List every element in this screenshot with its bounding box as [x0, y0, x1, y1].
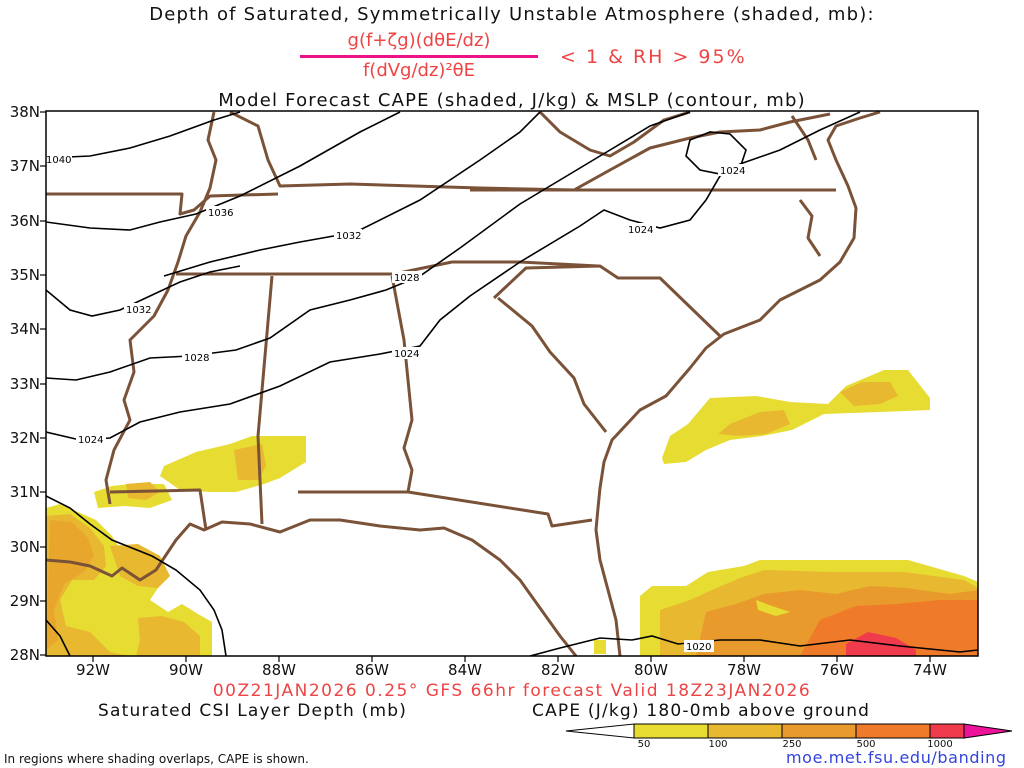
- cape-gap-bahamas: [756, 600, 790, 616]
- cape-region-atlantic-sc-core: [718, 410, 790, 436]
- lat-label-30n: 30N: [9, 538, 40, 556]
- title-line-1: Depth of Saturated, Symmetrically Unstab…: [149, 4, 875, 25]
- lat-label-35n: 35N: [9, 266, 40, 284]
- cape-region-atlantic-sc-core-2: [840, 382, 898, 406]
- lat-label-33n: 33N: [9, 375, 40, 393]
- isobar-1036: [46, 111, 401, 231]
- cape-label: CAPE (J/kg) 180-0mb above ground: [532, 701, 871, 721]
- isobar-label-1024-b: 1024: [628, 225, 653, 236]
- lat-label-38n: 38N: [9, 103, 40, 121]
- lon-label-84w: 84W: [448, 661, 482, 679]
- colorbar-tick-50: 50: [637, 739, 651, 750]
- title-line-3: Model Forecast CAPE (shaded, J/kg) & MSL…: [218, 90, 806, 111]
- lat-label-36n: 36N: [9, 212, 40, 230]
- tennessee-south-border: [176, 260, 599, 276]
- colorbar-bin-50: [633, 723, 709, 739]
- isobar-label-1028-a: 1028: [394, 273, 419, 284]
- csi-criterion-fraction: g(f+ζg)(dθE/dz) f(dVg/dz)²θE: [300, 30, 538, 81]
- colorbar-bin-500: [855, 723, 931, 739]
- isobar-label-1028-b: 1028: [184, 353, 209, 364]
- lon-label-90w: 90W: [169, 661, 203, 679]
- colorbar-tick-250: 250: [782, 739, 802, 750]
- lat-label-37n: 37N: [9, 157, 40, 175]
- colorbar-tip-left: [565, 723, 635, 739]
- isobar-label-1024-d: 1024: [78, 435, 103, 446]
- colorbar-tick-500: 500: [856, 739, 876, 750]
- colorbar-tick-1000: 1000: [927, 739, 953, 750]
- chesapeake: [790, 115, 822, 257]
- cape-region-gulf-south: [136, 616, 200, 656]
- fraction-numerator: g(f+ζg)(dθE/dz): [347, 30, 491, 51]
- csi-condition: < 1 & RH > 95%: [560, 46, 747, 68]
- georgia-florida-border: [407, 490, 593, 528]
- source-url-link[interactable]: moe.met.fsu.edu/banding: [786, 748, 1007, 767]
- nc-sc-border: [492, 264, 722, 338]
- kentucky-ohio-border: [229, 111, 575, 192]
- colorbar-tip-right: [963, 723, 1013, 739]
- lat-label-32n: 32N: [9, 429, 40, 447]
- isobar-1024-upper: [46, 111, 861, 441]
- georgia-sc-border: [497, 296, 608, 433]
- isobar-1020-bottom: [46, 619, 71, 656]
- lon-label-74w: 74W: [913, 661, 947, 679]
- overlap-note: In regions where shading overlaps, CAPE …: [4, 752, 309, 766]
- state-borders: [46, 111, 881, 656]
- lon-label-82w: 82W: [541, 661, 575, 679]
- forecast-valid-line: 00Z21JAN2026 0.25° GFS 66hr forecast Val…: [212, 681, 812, 701]
- csi-layer-label: Saturated CSI Layer Depth (mb): [98, 701, 408, 721]
- mslp-contours: [46, 111, 978, 656]
- fraction-bar: [300, 55, 538, 58]
- axis-ticks: [40, 111, 931, 662]
- fraction-denominator: f(dVg/dz)²θE: [362, 60, 476, 81]
- lon-label-80w: 80W: [634, 661, 668, 679]
- isobar-1020-south: [529, 635, 978, 656]
- isobar-1028: [46, 111, 691, 381]
- colorbar-bin-100: [707, 723, 783, 739]
- lon-label-76w: 76W: [820, 661, 854, 679]
- cape-region-gulf-west-core: [46, 520, 94, 650]
- florida-east-coastline: [594, 111, 881, 656]
- lat-label-31n: 31N: [9, 483, 40, 501]
- isobar-1020: [46, 495, 227, 656]
- lat-label-29n: 29N: [9, 592, 40, 610]
- colorbar-bin-250: [781, 723, 857, 739]
- colorbar-bin-1000: [929, 723, 965, 739]
- isobar-label-1032-b: 1032: [126, 305, 151, 316]
- isobar-label-1032-a: 1032: [336, 231, 361, 242]
- kentucky-tennessee-border: [46, 192, 279, 216]
- lon-label-92w: 92W: [76, 661, 110, 679]
- cape-region-atlantic-fl-500: [800, 600, 978, 656]
- virginia-north: [573, 112, 831, 192]
- lon-label-78w: 78W: [727, 661, 761, 679]
- isobar-label-1040: 1040: [46, 155, 71, 166]
- colorbar-tick-100: 100: [708, 739, 728, 750]
- lat-label-34n: 34N: [9, 320, 40, 338]
- cape-region-ms-al-border: [160, 436, 306, 492]
- isobar-1040: [46, 111, 241, 159]
- cape-region-small: [594, 640, 606, 654]
- cape-shading: [46, 370, 978, 656]
- louisiana-border: [109, 488, 208, 531]
- alabama-mississippi-border: [256, 275, 274, 525]
- west-virginia-border: [538, 111, 691, 158]
- cape-colorbar: [565, 723, 1013, 739]
- gulf-coastline: [46, 518, 578, 656]
- isobar-label-1024-a: 1024: [394, 349, 419, 360]
- isobar-label-1024-c: 1024: [720, 166, 745, 177]
- isobar-label-1020: 1020: [686, 642, 711, 653]
- isobar-label-1036: 1036: [208, 208, 233, 219]
- cape-region-mississippi-delta: [110, 544, 170, 588]
- mississippi-river: [104, 111, 218, 505]
- lon-label-88w: 88W: [262, 661, 296, 679]
- contour-labels: 1040 1036 1032 1032 1028 1028 1024 1024 …: [44, 153, 748, 653]
- lon-label-86w: 86W: [355, 661, 389, 679]
- lat-label-28n: 28N: [9, 646, 40, 664]
